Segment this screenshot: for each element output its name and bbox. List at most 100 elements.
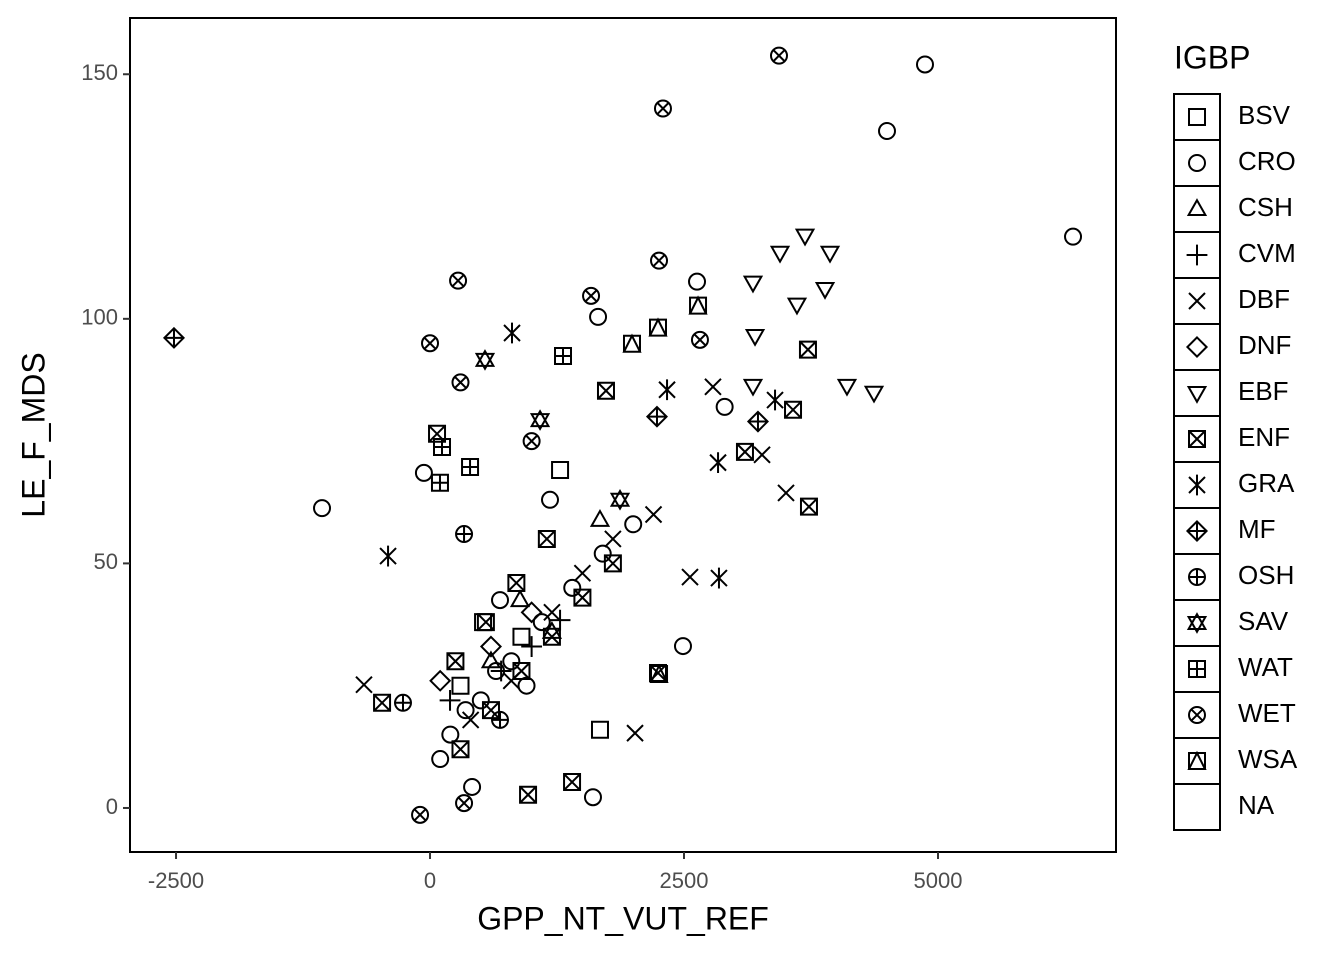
y-tick-label: 50: [94, 549, 118, 574]
point: [799, 497, 818, 516]
legend-key: [1173, 93, 1221, 141]
point: [814, 281, 836, 300]
legend-item: OSH: [1173, 553, 1294, 601]
point: [624, 515, 643, 534]
x-tick-label: 0: [424, 868, 436, 893]
point: [649, 663, 669, 683]
point: [604, 530, 622, 548]
point: [461, 458, 480, 477]
legend-symbol: [1186, 386, 1208, 404]
point: [490, 660, 512, 682]
point: [439, 689, 461, 711]
legend-item: BSV: [1173, 93, 1291, 141]
point: [479, 635, 502, 658]
legend-symbol: [1188, 568, 1207, 586]
x-tick-label: -2500: [148, 868, 204, 893]
point: [463, 778, 482, 796]
legend-symbol: [1188, 706, 1207, 724]
point: [521, 636, 543, 657]
legend-symbol: [1188, 430, 1206, 448]
point: [503, 322, 521, 344]
point: [414, 463, 433, 482]
legend-item: WET: [1173, 691, 1296, 739]
y-tick-label: 150: [81, 60, 118, 85]
point: [512, 662, 531, 681]
legend-item: GRA: [1173, 461, 1295, 509]
point: [162, 326, 186, 349]
point: [491, 591, 510, 610]
legend-item: EBF: [1173, 369, 1289, 417]
point: [471, 691, 490, 710]
legend-item: CVM: [1173, 231, 1296, 279]
point: [777, 484, 795, 502]
point: [786, 297, 808, 316]
point: [507, 573, 526, 592]
point: [863, 385, 885, 404]
legend-label: NA: [1238, 790, 1275, 820]
point: [753, 446, 771, 464]
point: [379, 545, 397, 567]
point: [709, 452, 727, 474]
point: [431, 750, 450, 768]
point: [589, 307, 608, 326]
legend-key: [1173, 599, 1221, 647]
legend-symbol: [1186, 612, 1208, 634]
point: [573, 564, 592, 582]
point: [519, 785, 538, 804]
legend-key: [1173, 507, 1221, 555]
point: [441, 725, 460, 744]
point: [878, 122, 897, 140]
point: [429, 669, 452, 692]
legend-symbol: [1188, 292, 1206, 310]
point: [915, 55, 934, 74]
legend-label: DBF: [1238, 284, 1290, 314]
point: [537, 529, 556, 548]
y-axis-title: LE_F_MDS: [15, 352, 51, 517]
legend-item: SAV: [1173, 599, 1289, 647]
point: [455, 525, 474, 543]
panel-border: [129, 17, 1117, 853]
point: [798, 340, 817, 359]
point: [449, 271, 468, 290]
legend-symbol: [1188, 660, 1206, 678]
point: [509, 589, 531, 608]
x-tick-label: 5000: [914, 868, 963, 893]
point: [742, 378, 764, 397]
legend-label: ENF: [1238, 422, 1290, 452]
point: [644, 505, 663, 524]
point: [622, 333, 642, 353]
legend-item: WSA: [1173, 737, 1298, 785]
point: [541, 490, 560, 509]
point: [512, 627, 531, 646]
point: [766, 389, 784, 411]
point: [456, 701, 475, 720]
point: [481, 701, 500, 720]
legend-symbol: [1185, 335, 1209, 359]
point: [589, 509, 611, 527]
point: [522, 432, 541, 451]
point: [673, 637, 692, 655]
legend-label: CRO: [1238, 146, 1296, 176]
point: [596, 381, 615, 400]
point: [710, 567, 728, 589]
point: [742, 275, 764, 294]
point: [645, 405, 668, 428]
legend-symbol: [1188, 108, 1206, 126]
point: [784, 400, 803, 419]
legend-symbol: [1186, 198, 1208, 216]
point: [451, 373, 470, 392]
point: [373, 693, 392, 712]
point: [658, 379, 676, 401]
point: [744, 328, 766, 347]
point: [746, 410, 769, 433]
point: [421, 334, 440, 353]
point: [313, 499, 332, 518]
legend-label: EBF: [1238, 376, 1289, 406]
point: [609, 488, 631, 511]
point: [551, 460, 570, 479]
legend-key: [1173, 369, 1221, 417]
point: [491, 711, 510, 729]
y-tick-label: 100: [81, 305, 118, 330]
legend-label: WSA: [1238, 744, 1298, 774]
legend-item: ENF: [1173, 415, 1290, 463]
